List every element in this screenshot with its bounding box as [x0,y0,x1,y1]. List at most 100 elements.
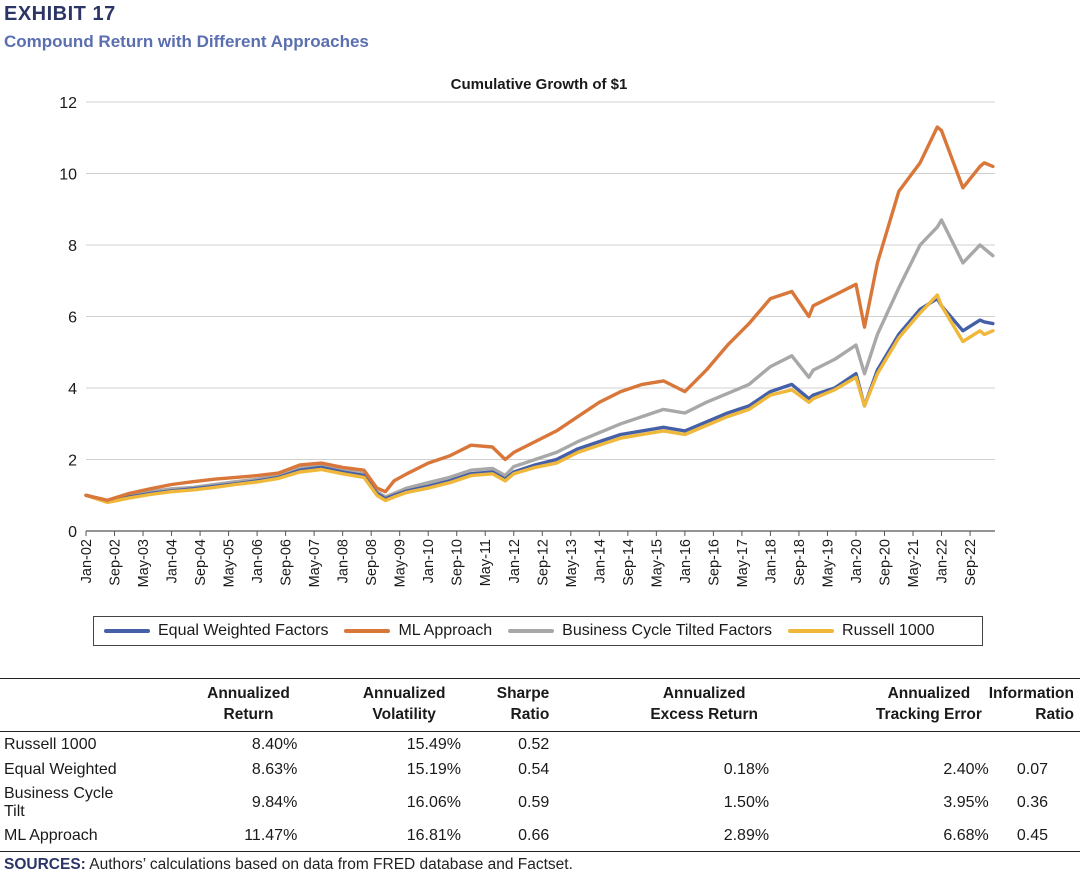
x-tick-label: Sep-18 [792,539,808,586]
legend-swatch [104,629,150,633]
table-cell: 16.06% [406,794,461,811]
legend-swatch [344,629,391,633]
table-cell: 1.50% [723,794,770,811]
x-tick-label: Jan-16 [678,539,694,583]
sources-note: SOURCES: Authors’ calculations based on … [4,856,573,874]
table-row: ML Approach 11.47% 16.81% 0.66 2.89% 6.6… [0,823,1080,852]
table-header [0,678,120,732]
series-line-ml-approach [84,125,995,502]
legend-item: Russell 1000 [788,622,935,640]
table-row: Russell 1000 8.40% 15.49% 0.52 [0,732,1080,758]
series-line-business-cycle-tilted-factors [84,218,995,503]
cumulative-growth-chart: Cumulative Growth of $1 0 2 4 6 8 10 12 Jan-02… [59,76,995,587]
x-tick-label: Sep-14 [621,539,637,586]
table-cell: Equal Weighted [4,761,117,778]
y-tick-label: 2 [68,453,77,470]
table-cell: 0.66 [461,823,550,852]
x-tick-label: Jan-10 [421,539,437,583]
table-header: Sharpe Ratio [461,678,550,732]
x-tick-label: Jan-18 [763,539,779,583]
y-tick-label: 10 [59,167,77,184]
table-cell: Russell 1000 [4,736,97,753]
table-row: Business Cycle Tilt 9.84% 16.06% 0.59 1.… [0,782,1080,823]
legend-item: Equal Weighted Factors [104,622,328,640]
legend-item: ML Approach [344,622,492,640]
table-cell: 0.36 [1016,794,1048,811]
table-cell: ML Approach [0,823,120,852]
x-tick-label: May-13 [564,539,580,587]
series-line-russell-1000 [84,293,995,505]
x-tick-label: May-07 [307,539,323,587]
x-tick-label: May-03 [136,539,152,587]
table-cell: 15.49% [406,736,461,753]
table-cell: 2.89% [549,823,770,852]
table-cell: 9.84% [251,794,298,811]
chart-series [84,125,995,505]
y-tick-label: 12 [59,95,77,112]
x-tick-label: Sep-16 [706,539,722,586]
x-tick-label: May-05 [222,539,238,587]
x-tick-label: May-19 [820,539,836,587]
y-tick-label: 8 [68,238,77,255]
exhibit-label: EXHIBIT 17 [4,3,116,25]
performance-table: Annualized Return Annualized Volatility Sh… [0,678,1080,852]
x-tick-label: Jan-12 [507,539,523,583]
x-tick-label: May-21 [906,539,922,587]
legend-item: Business Cycle Tilted Factors [508,622,772,640]
x-tick-label: Jan-06 [250,539,266,583]
chart-gridlines [86,101,995,532]
x-axis-ticks: Jan-02 Sep-02 May-03 Jan-04 Sep-04 May-05 Jan-… [79,531,979,587]
table-cell: 11.47% [119,823,298,852]
x-tick-label: May-11 [478,539,494,586]
y-tick-label: 6 [68,310,77,327]
x-tick-label: Sep-22 [963,539,979,586]
x-tick-label: Sep-12 [535,539,551,586]
x-tick-label: Jan-08 [336,539,352,583]
series-line-equal-weighted-factors [84,296,995,504]
legend-swatch [788,629,835,633]
table-cell: 15.19% [406,761,461,778]
chart-legend: Equal Weighted Factors ML Approach Busines… [93,616,983,646]
table-cell: 0.54 [518,761,550,778]
x-tick-label: May-15 [649,539,665,587]
table-header-row: Annualized Return Annualized Volatility Sh… [0,678,1080,732]
table-cell: 16.81% [297,823,461,852]
table-header: Annualized Volatility [297,678,461,732]
table-cell [549,732,769,758]
legend-label: Russell 1000 [842,622,935,639]
x-tick-label: Jan-20 [849,539,865,583]
x-tick-label: Sep-10 [450,539,466,586]
table-cell [989,732,1080,758]
exhibit-title: Compound Return with Different Approache… [4,32,369,51]
x-tick-label: May-09 [393,539,409,587]
y-tick-label: 0 [68,524,77,541]
x-tick-label: Jan-02 [79,539,95,583]
x-tick-label: Sep-20 [877,539,893,586]
table-header: Annualized Tracking Error [769,678,989,732]
table-cell: 0.59 [518,794,550,811]
x-tick-label: Sep-06 [279,539,295,586]
table-cell [769,732,989,758]
legend-swatch [508,629,555,633]
x-tick-label: Sep-04 [193,539,209,586]
table-cell: 2.40% [943,761,989,778]
legend-label: Equal Weighted Factors [158,622,329,639]
table-header: Annualized Return [119,678,298,732]
table-cell: 0.52 [518,736,550,753]
x-tick-label: Jan-14 [592,539,608,583]
sources-label: SOURCES: [4,856,86,873]
y-tick-label: 4 [68,381,77,398]
table-cell: 6.68% [769,823,989,852]
x-tick-label: May-17 [735,539,751,587]
sources-text: Authors’ calculations based on data from… [89,856,573,873]
table-cell: 8.63% [251,761,298,778]
table-cell: 8.40% [251,736,298,753]
table-cell: 0.18% [723,761,770,778]
y-axis-ticks: 0 2 4 6 8 10 12 [59,95,77,541]
legend-label: Business Cycle Tilted Factors [562,622,773,639]
table-cell: 0.45 [988,823,1080,852]
table-cell: 0.07 [1016,761,1048,778]
x-tick-label: Jan-22 [935,539,951,583]
table-header: Information Ratio [988,678,1080,732]
x-tick-label: Sep-08 [364,539,380,586]
